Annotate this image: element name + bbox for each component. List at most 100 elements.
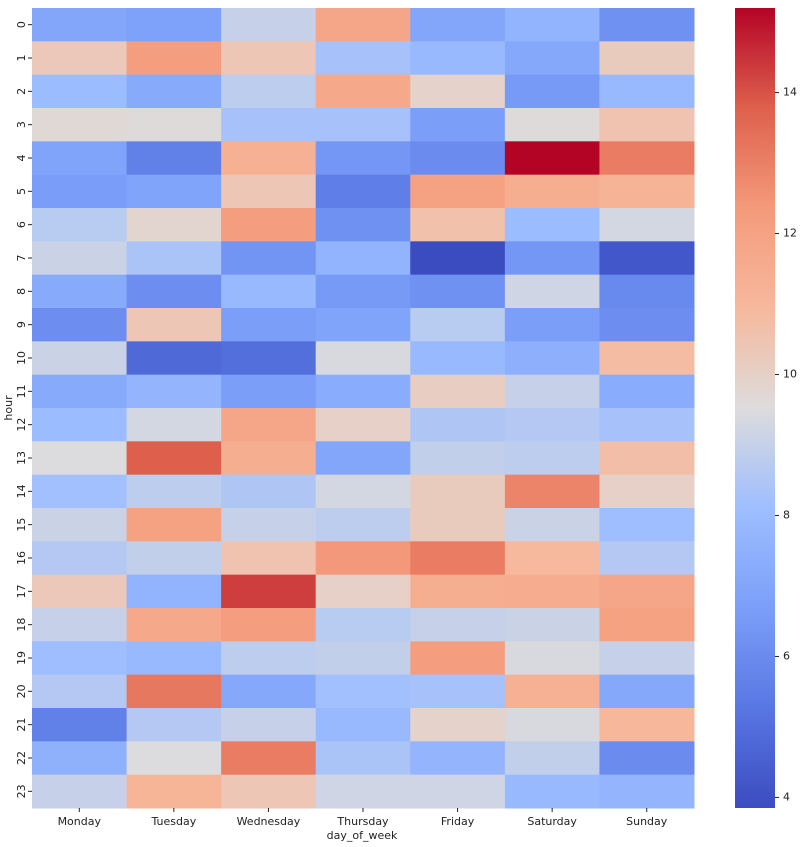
heatmap-cell bbox=[410, 174, 506, 209]
heatmap-cell bbox=[32, 141, 128, 176]
heatmap-cell bbox=[32, 241, 128, 276]
heatmap-cell bbox=[32, 708, 128, 742]
heatmap-cell bbox=[32, 308, 128, 342]
y-tick-label: 3 bbox=[15, 121, 28, 128]
y-tick-label: 10 bbox=[15, 351, 28, 365]
heatmap-cell bbox=[221, 108, 317, 142]
heatmap-cell bbox=[126, 41, 222, 76]
heatmap-cell bbox=[126, 308, 222, 342]
heatmap-cell bbox=[599, 741, 695, 776]
heatmap-cell bbox=[410, 108, 506, 142]
heatmap-cell bbox=[221, 508, 317, 542]
heatmap-cell bbox=[410, 308, 506, 342]
heatmap-cell bbox=[410, 408, 506, 442]
heatmap-cell bbox=[126, 241, 222, 276]
heatmap-cell bbox=[504, 774, 600, 809]
heatmap-cell bbox=[315, 508, 411, 542]
heatmap-cell bbox=[32, 108, 128, 142]
heatmap-cell bbox=[126, 141, 222, 176]
x-tick-label: Thursday bbox=[336, 815, 389, 828]
heatmap-cell bbox=[126, 474, 222, 509]
heatmap-cell bbox=[599, 441, 695, 476]
heatmap-cell bbox=[599, 408, 695, 442]
y-tick-label: 14 bbox=[15, 484, 28, 498]
heatmap-cell bbox=[221, 141, 317, 176]
heatmap-cell bbox=[315, 541, 411, 576]
colorbar-tick-label: 10 bbox=[783, 368, 797, 381]
y-tick-label: 5 bbox=[15, 188, 28, 195]
heatmap-cell bbox=[126, 374, 222, 409]
x-tick-label: Friday bbox=[441, 815, 475, 828]
heatmap-cell bbox=[315, 141, 411, 176]
heatmap-cell bbox=[315, 441, 411, 476]
colorbar-tick-label: 8 bbox=[783, 508, 790, 521]
heatmap-cell bbox=[599, 508, 695, 542]
heatmap-cell bbox=[315, 174, 411, 209]
heatmap-cell bbox=[126, 574, 222, 609]
heatmap-cell bbox=[504, 608, 600, 642]
heatmap-cell bbox=[126, 108, 222, 142]
heatmap-cell bbox=[504, 641, 600, 676]
y-tick-label: 0 bbox=[15, 21, 28, 28]
heatmap-cell bbox=[504, 441, 600, 476]
y-tick-label: 17 bbox=[15, 584, 28, 598]
heatmap-cell bbox=[221, 608, 317, 642]
y-tick-label: 23 bbox=[15, 784, 28, 798]
heatmap-cell bbox=[221, 441, 317, 476]
heatmap-cell bbox=[599, 74, 695, 109]
heatmap-cell bbox=[126, 774, 222, 809]
heatmap-cell bbox=[315, 274, 411, 309]
heatmap-cell bbox=[221, 41, 317, 76]
heatmap-cell bbox=[410, 508, 506, 542]
heatmap-cell bbox=[410, 341, 506, 376]
y-tick-label: 2 bbox=[15, 88, 28, 95]
heatmap-cell bbox=[221, 208, 317, 242]
heatmap-cell bbox=[410, 141, 506, 176]
heatmap-cell bbox=[504, 541, 600, 576]
heatmap-cell bbox=[504, 674, 600, 709]
heatmap-cell bbox=[504, 41, 600, 76]
y-tick-label: 22 bbox=[15, 751, 28, 765]
heatmap-cell bbox=[504, 241, 600, 276]
heatmap-cell bbox=[315, 108, 411, 142]
heatmap-cell bbox=[504, 341, 600, 376]
heatmap-cell bbox=[315, 741, 411, 776]
heatmap-cell bbox=[221, 574, 317, 609]
heatmap-cell bbox=[32, 408, 128, 442]
heatmap-cell bbox=[504, 474, 600, 509]
x-tick-label: Monday bbox=[58, 815, 102, 828]
heatmap-cell bbox=[126, 8, 222, 42]
heatmap-cell bbox=[410, 208, 506, 242]
heatmap-cell bbox=[221, 341, 317, 376]
heatmap-cell bbox=[32, 208, 128, 242]
heatmap-cell bbox=[126, 74, 222, 109]
heatmap-cell bbox=[599, 174, 695, 209]
heatmap-cell bbox=[221, 374, 317, 409]
heatmap-cell bbox=[32, 274, 128, 309]
heatmap-cell bbox=[599, 108, 695, 142]
heatmap-cell bbox=[315, 341, 411, 376]
heatmap-cell bbox=[315, 408, 411, 442]
heatmap-cell bbox=[315, 774, 411, 809]
y-axis-label: hour bbox=[2, 395, 15, 421]
heatmap-cell bbox=[410, 241, 506, 276]
heatmap-cell bbox=[504, 141, 600, 176]
heatmap-cell bbox=[315, 308, 411, 342]
heatmap-cell bbox=[410, 674, 506, 709]
y-tick-label: 8 bbox=[15, 288, 28, 295]
y-tick-label: 20 bbox=[15, 684, 28, 698]
heatmap-cell bbox=[599, 474, 695, 509]
heatmap-cell bbox=[126, 608, 222, 642]
heatmap-cell bbox=[32, 774, 128, 809]
heatmap-cell bbox=[126, 641, 222, 676]
heatmap-cell bbox=[410, 541, 506, 576]
heatmap-cell bbox=[315, 374, 411, 409]
heatmap-cell bbox=[32, 741, 128, 776]
heatmap-cell bbox=[221, 241, 317, 276]
heatmap-cell bbox=[504, 408, 600, 442]
heatmap-cell bbox=[32, 8, 128, 42]
heatmap-cell bbox=[599, 8, 695, 42]
y-tick-label: 4 bbox=[15, 155, 28, 162]
heatmap-cell bbox=[599, 774, 695, 809]
